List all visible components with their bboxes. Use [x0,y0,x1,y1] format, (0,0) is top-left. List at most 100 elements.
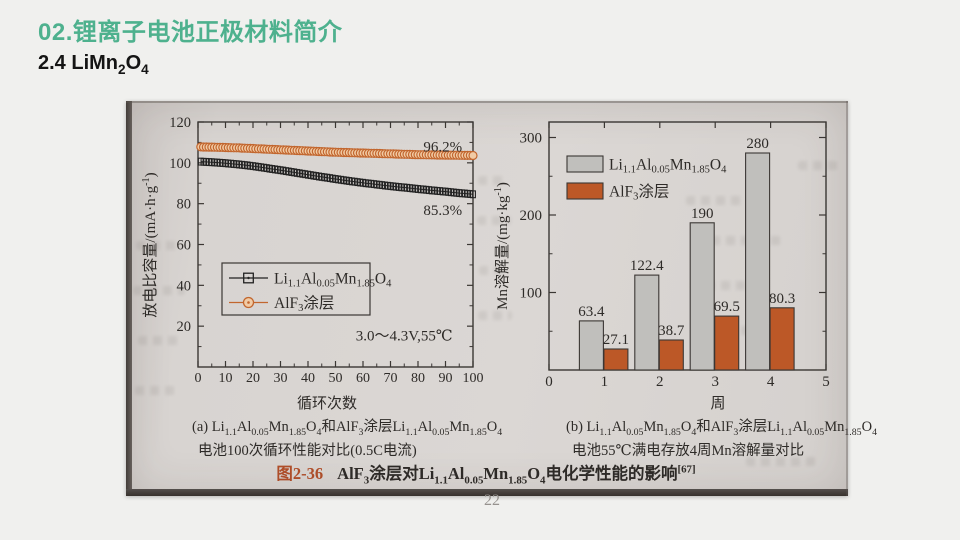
x-tick-label: 2 [656,374,664,390]
caption-a: (a) Li1.1Al0.05Mn1.85O4和AlF3涂层Li1.1Al0.0… [192,418,502,460]
paper-bleedthrough [138,336,182,345]
bar-alf3-week1 [603,348,629,371]
paper-bleedthrough [133,286,185,295]
y-tick-label: 40 [177,278,192,294]
paper-bleedthrough [477,216,511,225]
chart-a-legend: Li1.1Al0.05Mn1.85O4 AlF3涂层 [221,262,392,316]
bar-li-week4 [745,152,771,371]
y-tick-label: 60 [177,238,192,254]
y-tick-label: 80 [177,197,192,213]
series-li-line [200,161,474,195]
x-tick-label: 80 [411,371,425,386]
bar-li-value-week1: 63.4 [578,304,605,320]
bar-alf3-value-week4: 80.3 [769,291,795,307]
x-tick-label: 0 [545,374,553,390]
x-tick-label: 60 [356,371,370,386]
x-tick-label: 4 [767,374,775,390]
x-tick-label: 90 [439,371,453,386]
y-tick-label: 100 [169,156,191,172]
bar-alf3-value-week2: 38.7 [658,323,685,339]
legend-box [221,262,371,316]
y-tick-label: 120 [169,115,191,131]
caption-a-line1: (a) Li1.1Al0.05Mn1.85O4和AlF3涂层Li1.1Al0.0… [192,419,503,438]
chart-a-xlabel: 循环次数 [296,396,357,412]
paper-bleedthrough [746,457,816,466]
bar-alf3-value-week3: 69.5 [714,299,740,315]
paper-bleedthrough [478,311,512,320]
x-tick-label: 100 [463,371,484,386]
photo-top-edge [126,101,848,103]
x-tick-label: 40 [301,371,315,386]
page-number: 22 [484,492,500,509]
x-tick-label: 10 [219,371,233,386]
chart-b-legend: Li1.1Al0.05Mn1.85O4 AlF3涂层 [566,155,727,203]
paper-bleedthrough [686,196,746,205]
figure-caption: 图2-36 AlF3涂层对Li1.1Al0.05Mn1.85O4电化学性能的影响[… [271,460,701,487]
book-page-photo: 0 10 20 30 40 50 60 70 80 90 100 20 40 60 80 100 120 放电比容… [126,101,877,496]
figure-charts-svg: 0 10 20 30 40 50 60 70 80 90 10020406080100120放电比容… [141,115,830,390]
bar-li-week1 [578,320,604,371]
legend-alf3-label: AlF3涂层 [274,294,334,314]
bar-li-week3 [689,222,715,371]
caption-b-line2: 电池55℃满电存放4周Mn溶解量对比 [572,442,805,459]
annotation-3.0～4.3V,55℃: 3.0～4.3V,55℃ [356,328,453,344]
x-tick-label: 5 [822,374,830,390]
y-tick-label: 200 [520,208,543,224]
bar-li-week2 [634,274,660,371]
paper-bleedthrough [136,241,182,250]
caption-b: (b) Li1.1Al0.05Mn1.85O4和AlF3涂层Li1.1Al0.0… [566,418,877,460]
slide-title: 02.锂离子电池正极材料简介 [38,19,343,46]
bar-alf3-value-week1: 27.1 [603,332,629,348]
photo-bottom-edge [126,489,848,496]
paper-bleedthrough [135,386,175,395]
legend-alf3-label: AlF3涂层 [609,183,669,203]
x-tick-label: 50 [329,371,343,386]
bar-li-value-week2: 122.4 [630,258,664,274]
annotation-96.2%: 96.2% [423,140,462,156]
chart-b-ylabel: Mn溶解量/(mg·kg-1) [493,182,511,310]
paper-bleedthrough [479,266,509,275]
mn-dissolution-chart: 100 200 300 0 1 2 3 4 5 Mn溶解量/(mg·kg-1) 63.4 27.1 12… [493,121,830,390]
y-tick-label: 20 [177,319,192,335]
x-tick-label: 1 [601,374,609,390]
y-tick-label: 300 [520,131,543,147]
chart-b-xlabel: 周 [710,396,726,412]
legend-li-swatch [566,155,604,173]
bar-li-value-week4: 280 [746,136,769,152]
x-tick-label: 3 [711,374,719,390]
chart-a-ylabel: 放电比容量/(mA·h·g-1) [141,172,159,317]
series-alf3-markers [196,142,478,161]
legend-alf3-circle-dot [247,301,250,304]
x-tick-label: 70 [384,371,398,386]
legend-li-square-marker [243,272,254,284]
legend-li-label: Li1.1Al0.05Mn1.85O4 [609,157,727,176]
photo-left-edge [126,101,132,496]
bar-li-value-week3: 190 [691,206,714,222]
chart-b-frame [548,121,827,371]
bars-li [578,152,771,371]
series-li-markers [197,157,476,199]
caption-b-line1: (b) Li1.1Al0.05Mn1.85O4和AlF3涂层Li1.1Al0.0… [566,419,877,438]
x-tick-label: 20 [246,371,260,386]
annotation-85.3%: 85.3% [423,203,462,219]
cycling-performance-chart: 0 10 20 30 40 50 60 70 80 90 100 20 40 60 80 100 120 放电比容… [141,115,484,386]
bars-alf3 [603,307,795,371]
slide-subtitle: 2.4 LiMn2O4 [38,52,149,77]
figure-caption-text: AlF3涂层对Li1.1Al0.05Mn1.85O4电化学性能的影响[67] [337,463,696,487]
legend-li-square-dot [247,276,250,280]
paper-bleedthrough [691,281,751,290]
x-tick-label: 0 [195,371,202,386]
figure-caption-label: 图2-36 [276,464,324,483]
bar-alf3-week3 [714,315,740,371]
paper-bleedthrough [798,161,838,170]
y-tick-label: 100 [520,286,543,302]
paper-bleedthrough [478,176,508,185]
caption-a-line2: 电池100次循环性能对比(0.5C电流) [198,442,417,459]
x-tick-label: 30 [274,371,288,386]
legend-alf3-swatch [566,182,604,200]
photo-right-edge [846,101,848,496]
bar-alf3-week4 [769,307,795,371]
legend-li-label: Li1.1Al0.05Mn1.85O4 [274,271,392,290]
bar-alf3-week2 [658,339,684,371]
